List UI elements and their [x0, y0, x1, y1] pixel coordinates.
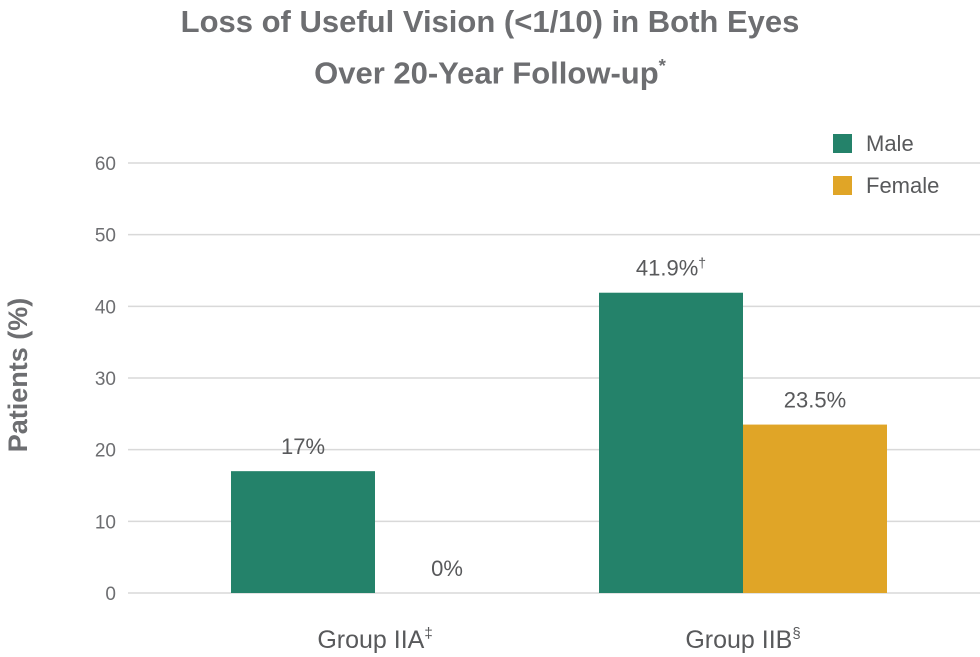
bar-male-2 — [599, 292, 743, 593]
legend-label-male: Male — [866, 131, 914, 156]
legend-label-female: Female — [866, 173, 939, 198]
value-label-male-2: 41.9%† — [636, 255, 706, 281]
y-tick-label-30: 30 — [95, 369, 116, 390]
y-tick-label-0: 0 — [105, 584, 116, 605]
legend-swatch-male — [833, 134, 852, 153]
value-label-male-1: 17% — [281, 434, 325, 459]
bar-female-2 — [743, 424, 887, 593]
x-category-label-1: Group IIA‡ — [317, 625, 432, 654]
y-tick-label-40: 40 — [95, 297, 116, 318]
value-label-female-1: 0% — [431, 556, 463, 581]
y-axis-label: Patients (%) — [3, 298, 33, 453]
chart-title-line2-text: Over 20-Year Follow-up — [314, 55, 659, 91]
value-label-female-2: 23.5% — [784, 388, 846, 413]
chart-title-footnote-mark: * — [658, 55, 666, 76]
chart-title: Loss of Useful Vision (<1/10) in Both Ey… — [0, 0, 980, 95]
y-tick-label-50: 50 — [95, 226, 116, 247]
x-category-label-2: Group IIB§ — [685, 625, 800, 654]
y-tick-label-10: 10 — [95, 512, 116, 533]
bar-male-1 — [231, 471, 375, 593]
chart-title-line2: Over 20-Year Follow-up* — [0, 44, 980, 95]
legend-swatch-female — [833, 176, 852, 195]
y-tick-label-20: 20 — [95, 441, 116, 462]
y-tick-label-60: 60 — [95, 154, 116, 175]
chart-title-line1: Loss of Useful Vision (<1/10) in Both Ey… — [180, 4, 800, 39]
